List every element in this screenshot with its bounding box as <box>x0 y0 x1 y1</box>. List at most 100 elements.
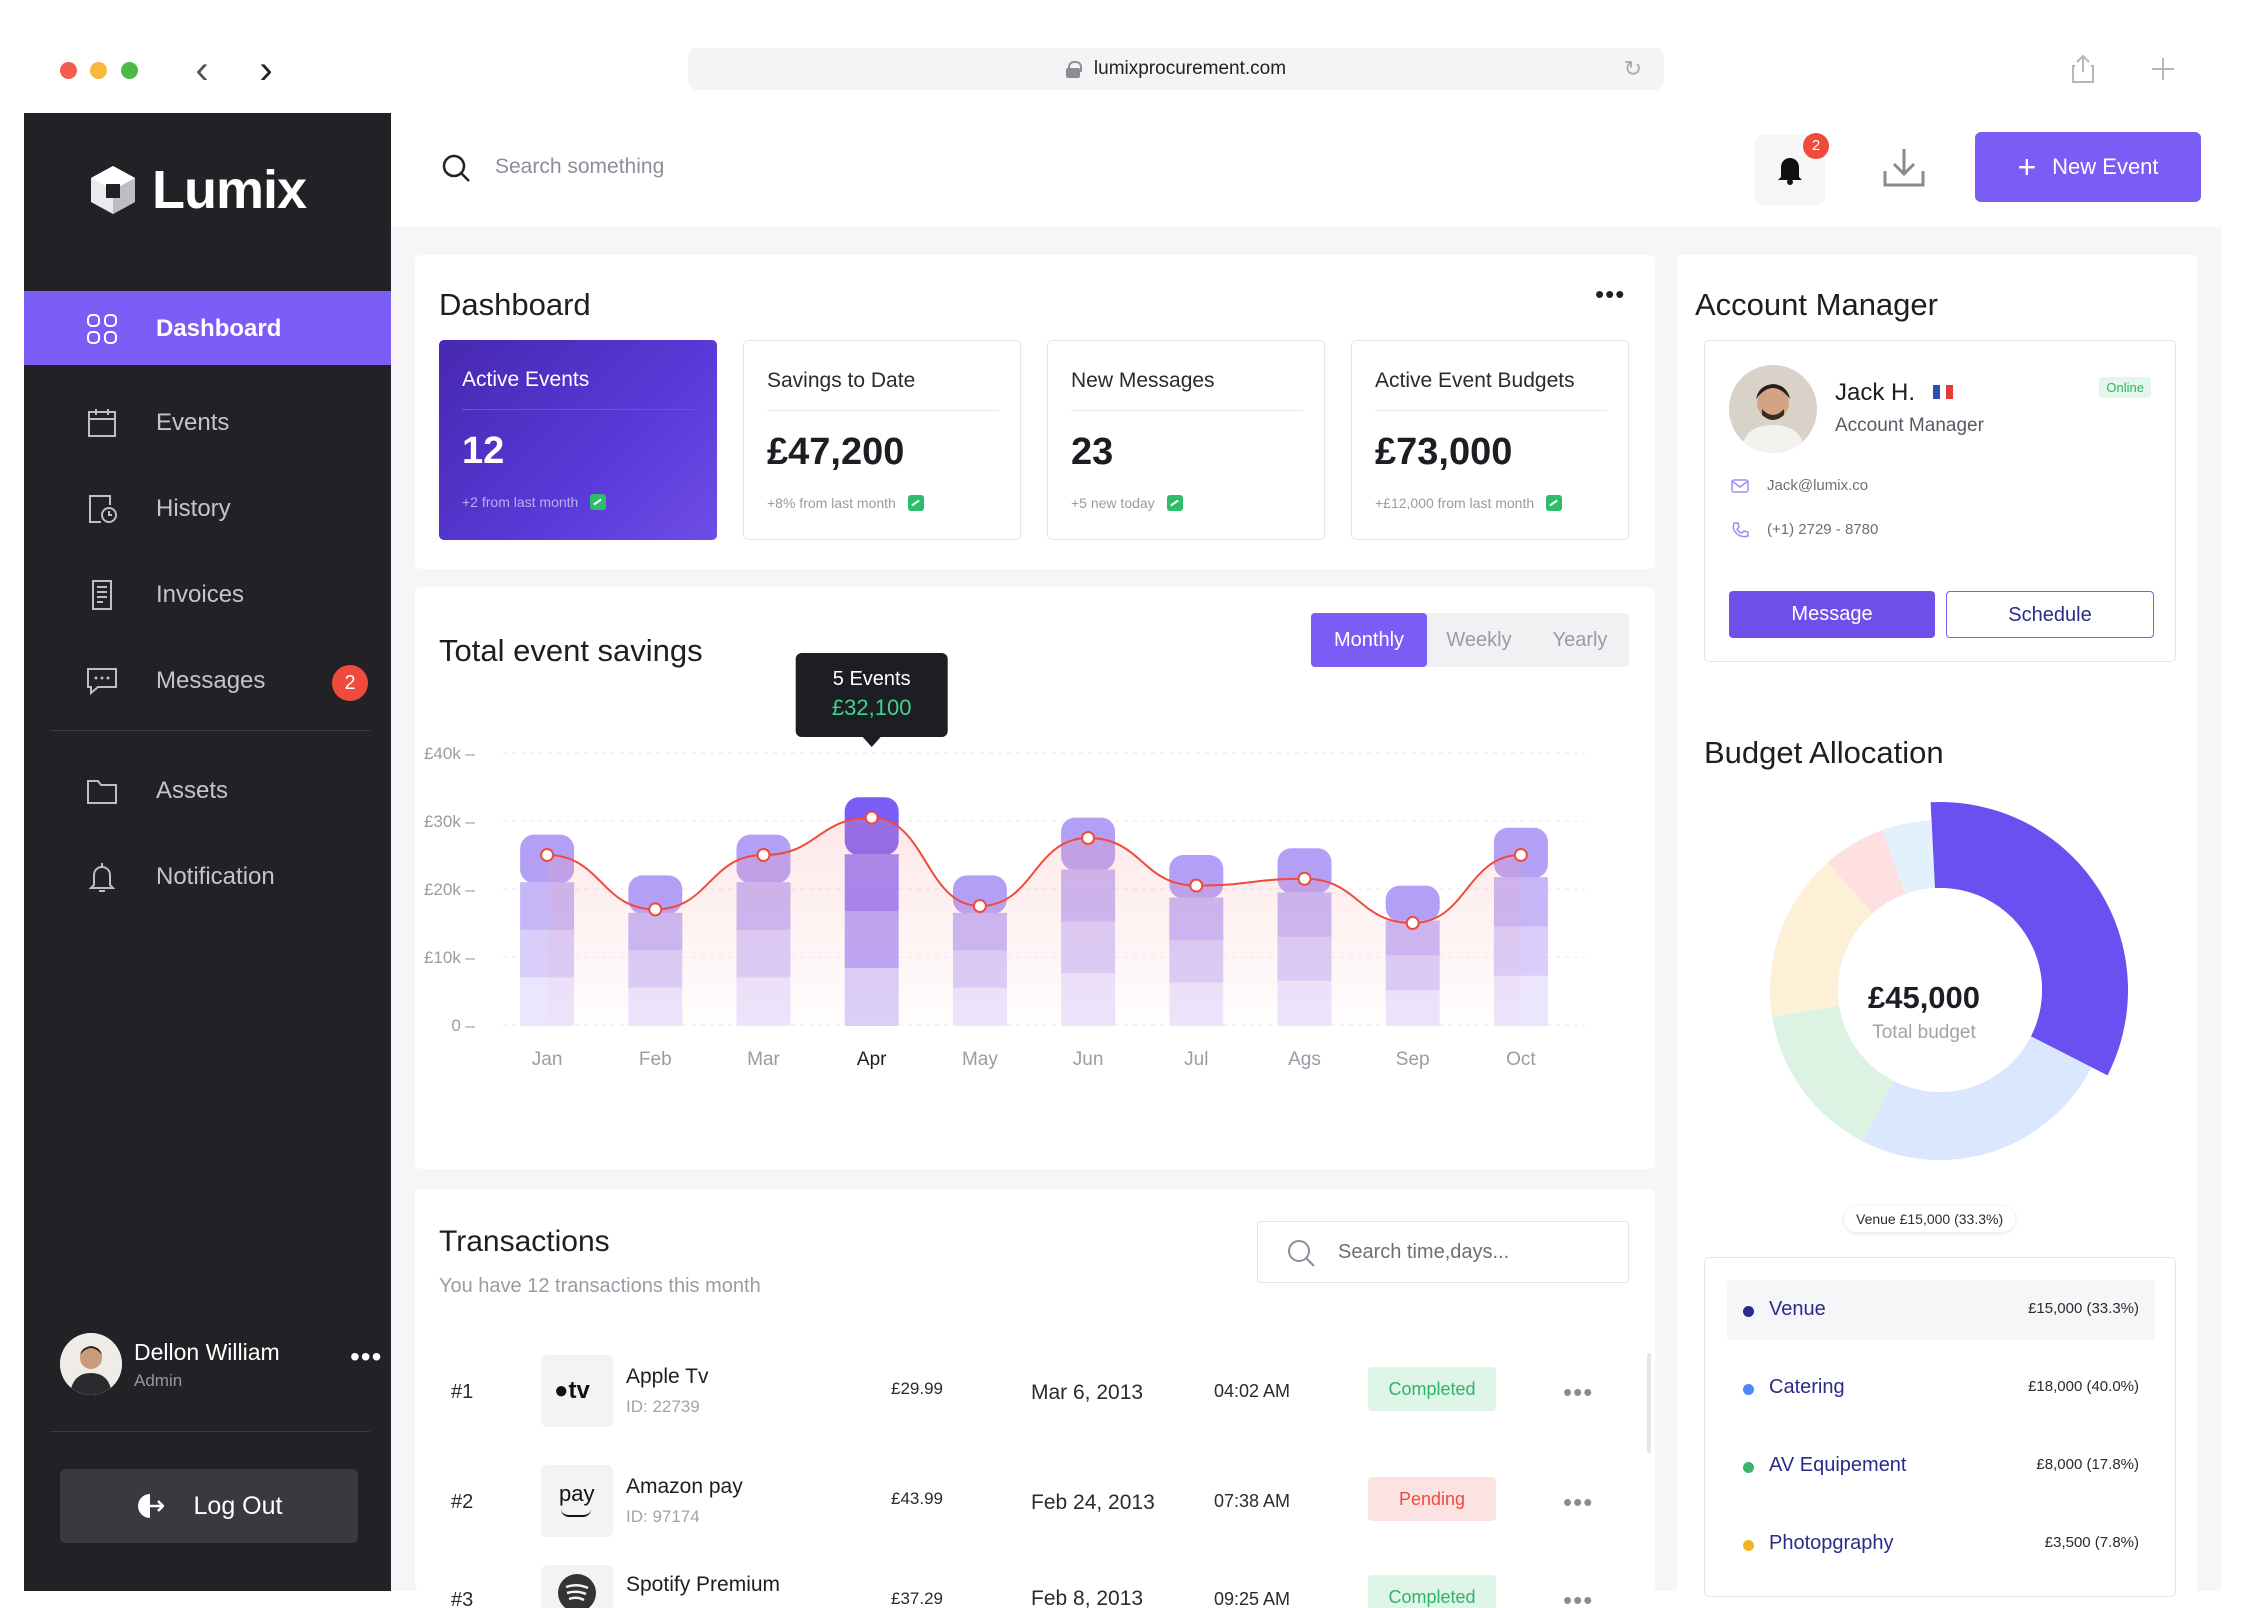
legend-item-catering[interactable]: Catering £18,000 (40.0%) <box>1727 1358 2155 1418</box>
legend-item-photography[interactable]: Photopgraphy £3,500 (7.8%) <box>1727 1514 2155 1574</box>
stat-value: £73,000 <box>1375 431 1513 473</box>
download-icon[interactable] <box>1879 143 1929 193</box>
sidebar-item-label: Assets <box>156 777 229 804</box>
table-row[interactable]: #3 Spotify Premium ID: 97174 £37.29 Feb … <box>391 1561 1594 1608</box>
stat-change: +8% from last month <box>767 495 924 511</box>
logout-label: Log Out <box>193 1491 283 1520</box>
table-row[interactable]: #1 ●tv Apple Tv ID: 22739 £29.99 Mar 6, … <box>391 1351 1594 1427</box>
tab-yearly[interactable]: Yearly <box>1552 629 1608 651</box>
line-point <box>648 902 663 917</box>
tx-id: ID: 22739 <box>626 1397 700 1416</box>
slice-av-equipment[interactable] <box>1772 1005 1894 1142</box>
donut-hole <box>1838 888 2042 1092</box>
invoice-icon <box>92 580 112 610</box>
plus-icon: + <box>2017 148 2037 185</box>
chat-icon <box>87 668 117 696</box>
brand-logo[interactable]: Lumix <box>88 159 307 221</box>
transactions-search-input[interactable]: Search time,days... <box>1257 1221 1629 1283</box>
close-window-button[interactable] <box>60 62 77 79</box>
back-icon[interactable]: ‹ <box>195 48 209 92</box>
scrollbar[interactable] <box>1647 1353 1651 1453</box>
schedule-button[interactable]: Schedule <box>1946 591 2154 638</box>
tx-number: #1 <box>451 1381 474 1403</box>
history-icon <box>89 495 117 523</box>
manager-photo <box>1729 365 1817 453</box>
sidebar-item-notification[interactable]: Notification <box>24 839 391 913</box>
profile-more-icon[interactable]: ••• <box>350 1341 383 1372</box>
stat-divider <box>462 409 694 410</box>
legend-item-venue[interactable]: Venue £15,000 (33.3%) <box>1727 1280 2155 1340</box>
tooltip-value: £32,100 <box>832 695 912 720</box>
stat-card-active-events[interactable]: Active Events 12 +2 from last month <box>439 340 717 540</box>
grid-icon <box>87 314 117 344</box>
dashboard-more-icon[interactable]: ••• <box>1595 279 1626 309</box>
manager-name: Jack H. <box>1835 379 1916 406</box>
sidebar-item-label: Messages <box>156 667 266 694</box>
tx-time: 09:25 AM <box>1214 1589 1291 1608</box>
brand-name: Lumix <box>152 160 307 220</box>
slice-other[interactable] <box>1827 830 1906 914</box>
legend-value: £18,000 (40.0%) <box>2028 1378 2139 1395</box>
x-tick-label: Jun <box>1073 1049 1104 1070</box>
stat-card-budgets[interactable]: Active Event Budgets £73,000 +£12,000 fr… <box>1351 340 1629 540</box>
row-more-icon[interactable]: ••• <box>1563 1585 1594 1608</box>
stat-card-messages[interactable]: New Messages 23 +5 new today <box>1047 340 1325 540</box>
message-button[interactable]: Message <box>1729 591 1935 638</box>
x-tick-label: Jul <box>1184 1049 1208 1070</box>
tab-monthly[interactable]: Monthly <box>1311 613 1427 667</box>
reload-icon[interactable]: ↻ <box>1623 56 1642 81</box>
slice-venue[interactable] <box>1930 802 2128 1076</box>
row-more-icon[interactable]: ••• <box>1563 1377 1594 1407</box>
donut-callout: Venue £15,000 (33.3%) <box>1844 1206 2016 1232</box>
user-profile[interactable]: Dellon William Admin ••• <box>60 1333 381 1397</box>
sidebar-item-messages[interactable]: Messages 2 <box>24 643 391 717</box>
address-bar[interactable]: lumixprocurement.com ↻ <box>688 48 1664 90</box>
stat-card-savings[interactable]: Savings to Date £47,200 +8% from last mo… <box>743 340 1021 540</box>
minimize-window-button[interactable] <box>90 62 107 79</box>
tx-id: ID: 97174 <box>626 1507 700 1526</box>
x-tick-label: Feb <box>639 1049 672 1070</box>
logout-button[interactable]: Log Out <box>60 1469 358 1543</box>
tooltip-title: 5 Events <box>833 668 911 690</box>
row-more-icon[interactable]: ••• <box>1563 1487 1594 1517</box>
search-icon <box>1288 1240 1315 1267</box>
trend-up-icon <box>907 495 924 511</box>
sidebar-item-assets[interactable]: Assets <box>24 753 391 827</box>
user-name: Dellon William <box>134 1339 280 1365</box>
stat-divider <box>767 410 999 411</box>
manager-email[interactable]: Jack@lumix.co <box>1767 477 1869 494</box>
new-event-button[interactable]: + New Event <box>1975 132 2201 202</box>
stat-divider <box>1071 410 1303 411</box>
legend-label: Venue <box>1769 1298 1826 1320</box>
top-bar: Search something 2 + New Event <box>391 113 2221 227</box>
avatar <box>1729 365 1817 453</box>
line-point <box>1297 871 1312 886</box>
bar-segment <box>628 875 683 914</box>
y-tick-label: £10k – <box>424 948 476 967</box>
share-icon[interactable] <box>2070 54 2096 84</box>
sidebar-item-history[interactable]: History <box>24 471 391 545</box>
status-badge: Completed <box>1368 1575 1496 1608</box>
slice-photography[interactable] <box>1770 862 1873 1017</box>
new-tab-icon[interactable] <box>2150 56 2176 82</box>
account-title: Account Manager <box>1695 287 1938 322</box>
amazon-pay-logo: pay <box>541 1465 613 1537</box>
manager-phone[interactable]: (+1) 2729 - 8780 <box>1767 521 1879 538</box>
forward-icon[interactable]: › <box>259 48 273 92</box>
spotify-icon <box>558 1574 596 1608</box>
slice-catering[interactable] <box>1862 1036 2092 1160</box>
sidebar-item-label: Events <box>156 409 230 436</box>
table-row[interactable]: #2 pay Amazon pay ID: 97174 £43.99 Feb 2… <box>391 1461 1594 1537</box>
stat-value: £47,200 <box>767 431 905 473</box>
tab-weekly[interactable]: Weekly <box>1446 629 1512 651</box>
sidebar-item-invoices[interactable]: Invoices <box>24 557 391 631</box>
slice-rest[interactable] <box>1882 820 1935 895</box>
x-tick-label: Oct <box>1506 1049 1536 1070</box>
sidebar-item-events[interactable]: Events <box>24 385 391 459</box>
legend-item-av-equipment[interactable]: AV Equipement £8,000 (17.8%) <box>1727 1436 2155 1496</box>
search-input[interactable]: Search something <box>495 155 665 178</box>
sidebar: Lumix Dashboard Events Histo <box>24 113 391 1591</box>
maximize-window-button[interactable] <box>121 62 138 79</box>
logout-icon <box>137 1494 164 1518</box>
sidebar-item-dashboard[interactable]: Dashboard <box>24 291 391 365</box>
